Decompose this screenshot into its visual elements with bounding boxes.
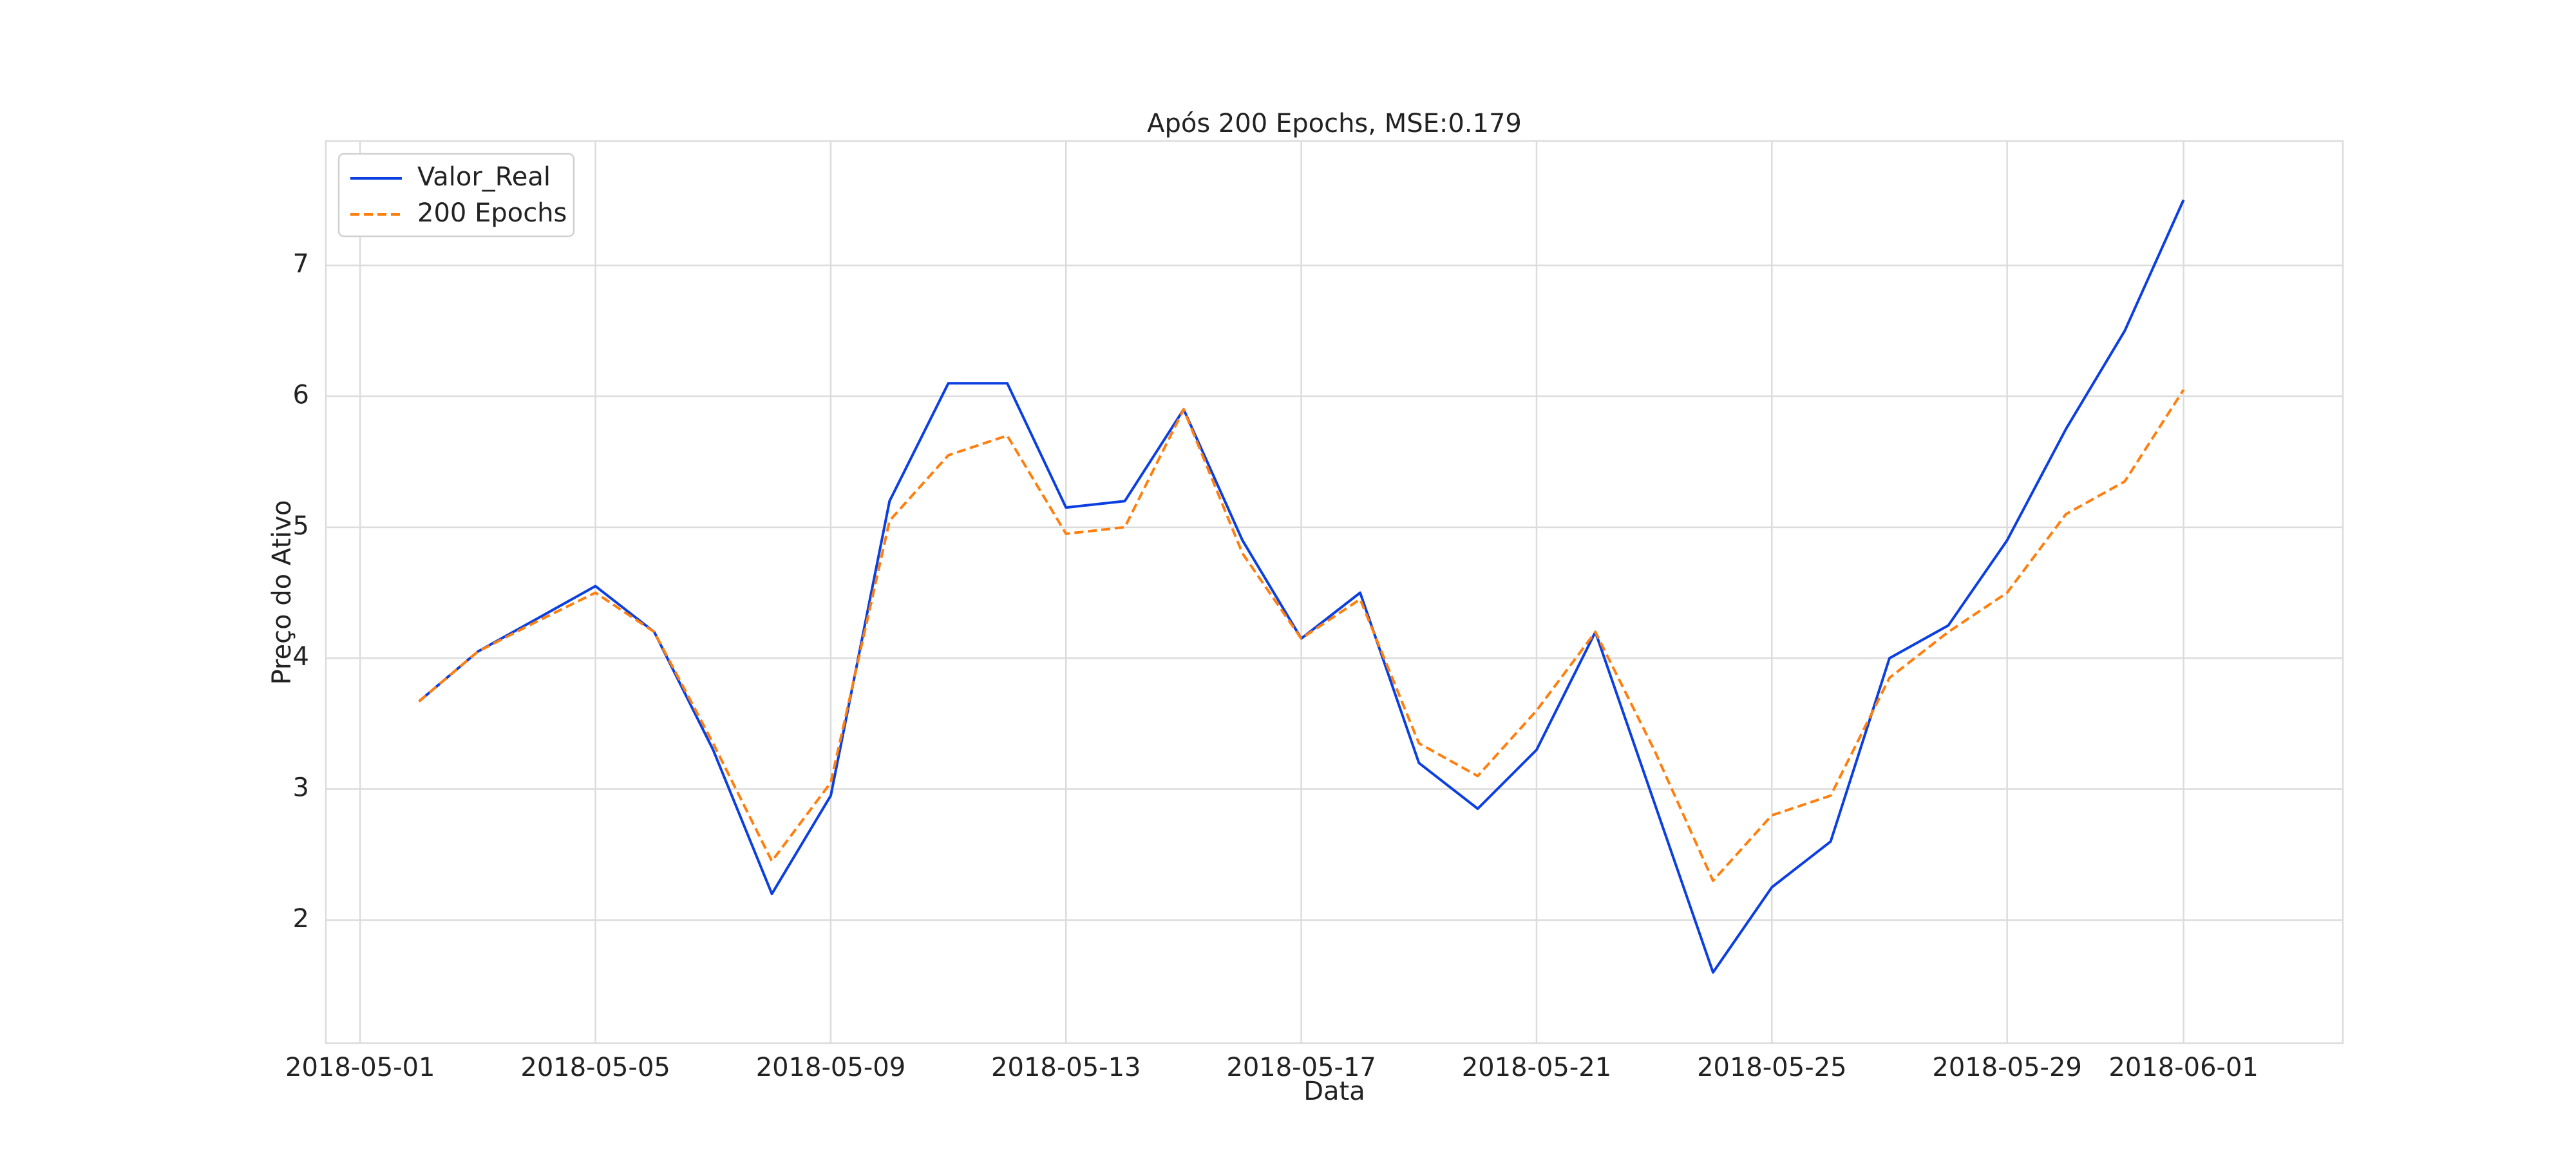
y-axis-label: Preço do Ativo: [267, 500, 297, 685]
data-line: [418, 389, 2185, 882]
x-tick-label: 2018-05-05: [520, 1053, 670, 1082]
y-tick-label: 5: [293, 511, 309, 541]
y-tick-label: 4: [293, 642, 309, 672]
x-tick-label: 2018-05-09: [756, 1053, 905, 1082]
chart-title: Após 200 Epochs, MSE:0.179: [1147, 109, 1522, 138]
x-axis-label: Data: [1303, 1077, 1365, 1106]
x-tick-label: 2018-05-17: [1226, 1053, 1376, 1082]
legend-label: Valor_Real: [417, 162, 551, 192]
x-tick-label: 2018-06-01: [2108, 1053, 2258, 1082]
x-tick-label: 2018-05-13: [991, 1053, 1141, 1082]
plot-frame: [325, 140, 2344, 1044]
y-tick-label: 6: [293, 381, 309, 410]
x-tick-label: 2018-05-29: [1932, 1053, 2081, 1082]
y-tick-label: 2: [293, 904, 309, 934]
legend-label: 200 Epochs: [417, 198, 567, 228]
x-tick-label: 2018-05-01: [285, 1053, 435, 1082]
legend: Valor_Real 200 Epochs: [337, 153, 575, 238]
y-tick-label: 7: [293, 249, 309, 279]
x-tick-label: 2018-05-25: [1697, 1053, 1846, 1082]
y-tick-label: 3: [293, 773, 309, 803]
x-tick-label: 2018-05-21: [1462, 1053, 1611, 1082]
